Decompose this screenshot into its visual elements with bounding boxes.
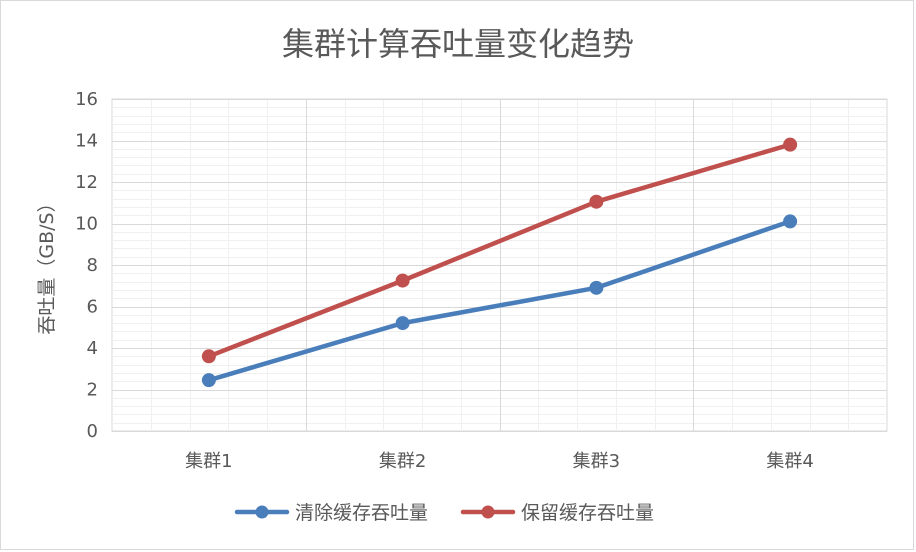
grid-layer [111, 98, 888, 432]
x-tick-label: 集群2 [379, 451, 426, 472]
legend-swatch-marker [255, 505, 269, 519]
x-tick-label: 集群1 [185, 451, 232, 472]
data-point [783, 137, 798, 152]
data-point [783, 214, 798, 229]
y-tick-label: 10 [75, 214, 98, 235]
y-tick-label: 0 [87, 421, 98, 442]
data-point [395, 316, 410, 331]
data-point [395, 273, 410, 288]
chart-title: 集群计算吞吐量变化趋势 [282, 25, 634, 63]
y-tick-label: 6 [87, 297, 98, 318]
y-tick-label: 14 [75, 131, 98, 152]
y-tick-label: 12 [75, 172, 98, 193]
x-tick-label: 集群3 [573, 451, 620, 472]
data-point [589, 280, 604, 295]
legend-label: 清除缓存吞吐量 [295, 502, 428, 524]
y-tick-label: 2 [87, 380, 98, 401]
legend-swatch-marker [481, 505, 495, 519]
y-tick-label: 8 [87, 255, 98, 276]
data-point [201, 349, 216, 364]
legend: 清除缓存吞吐量 保留缓存吞吐量 [234, 502, 654, 524]
series-layer [201, 137, 798, 388]
y-axis-label: 吞吐量（GB/S） [36, 193, 58, 334]
series-line-2 [206, 142, 793, 359]
y-tick-label: 16 [75, 89, 98, 110]
y-tick-label: 4 [87, 338, 98, 359]
x-tick-label: 集群4 [766, 451, 813, 472]
data-point [201, 373, 216, 388]
series-line-1 [206, 219, 793, 383]
axis-layer: 0 2 4 6 8 10 12 14 16 集群1 集群2 集群3 集群4 [75, 89, 814, 472]
data-point [589, 194, 604, 209]
legend-label: 保留缓存吞吐量 [521, 502, 654, 524]
